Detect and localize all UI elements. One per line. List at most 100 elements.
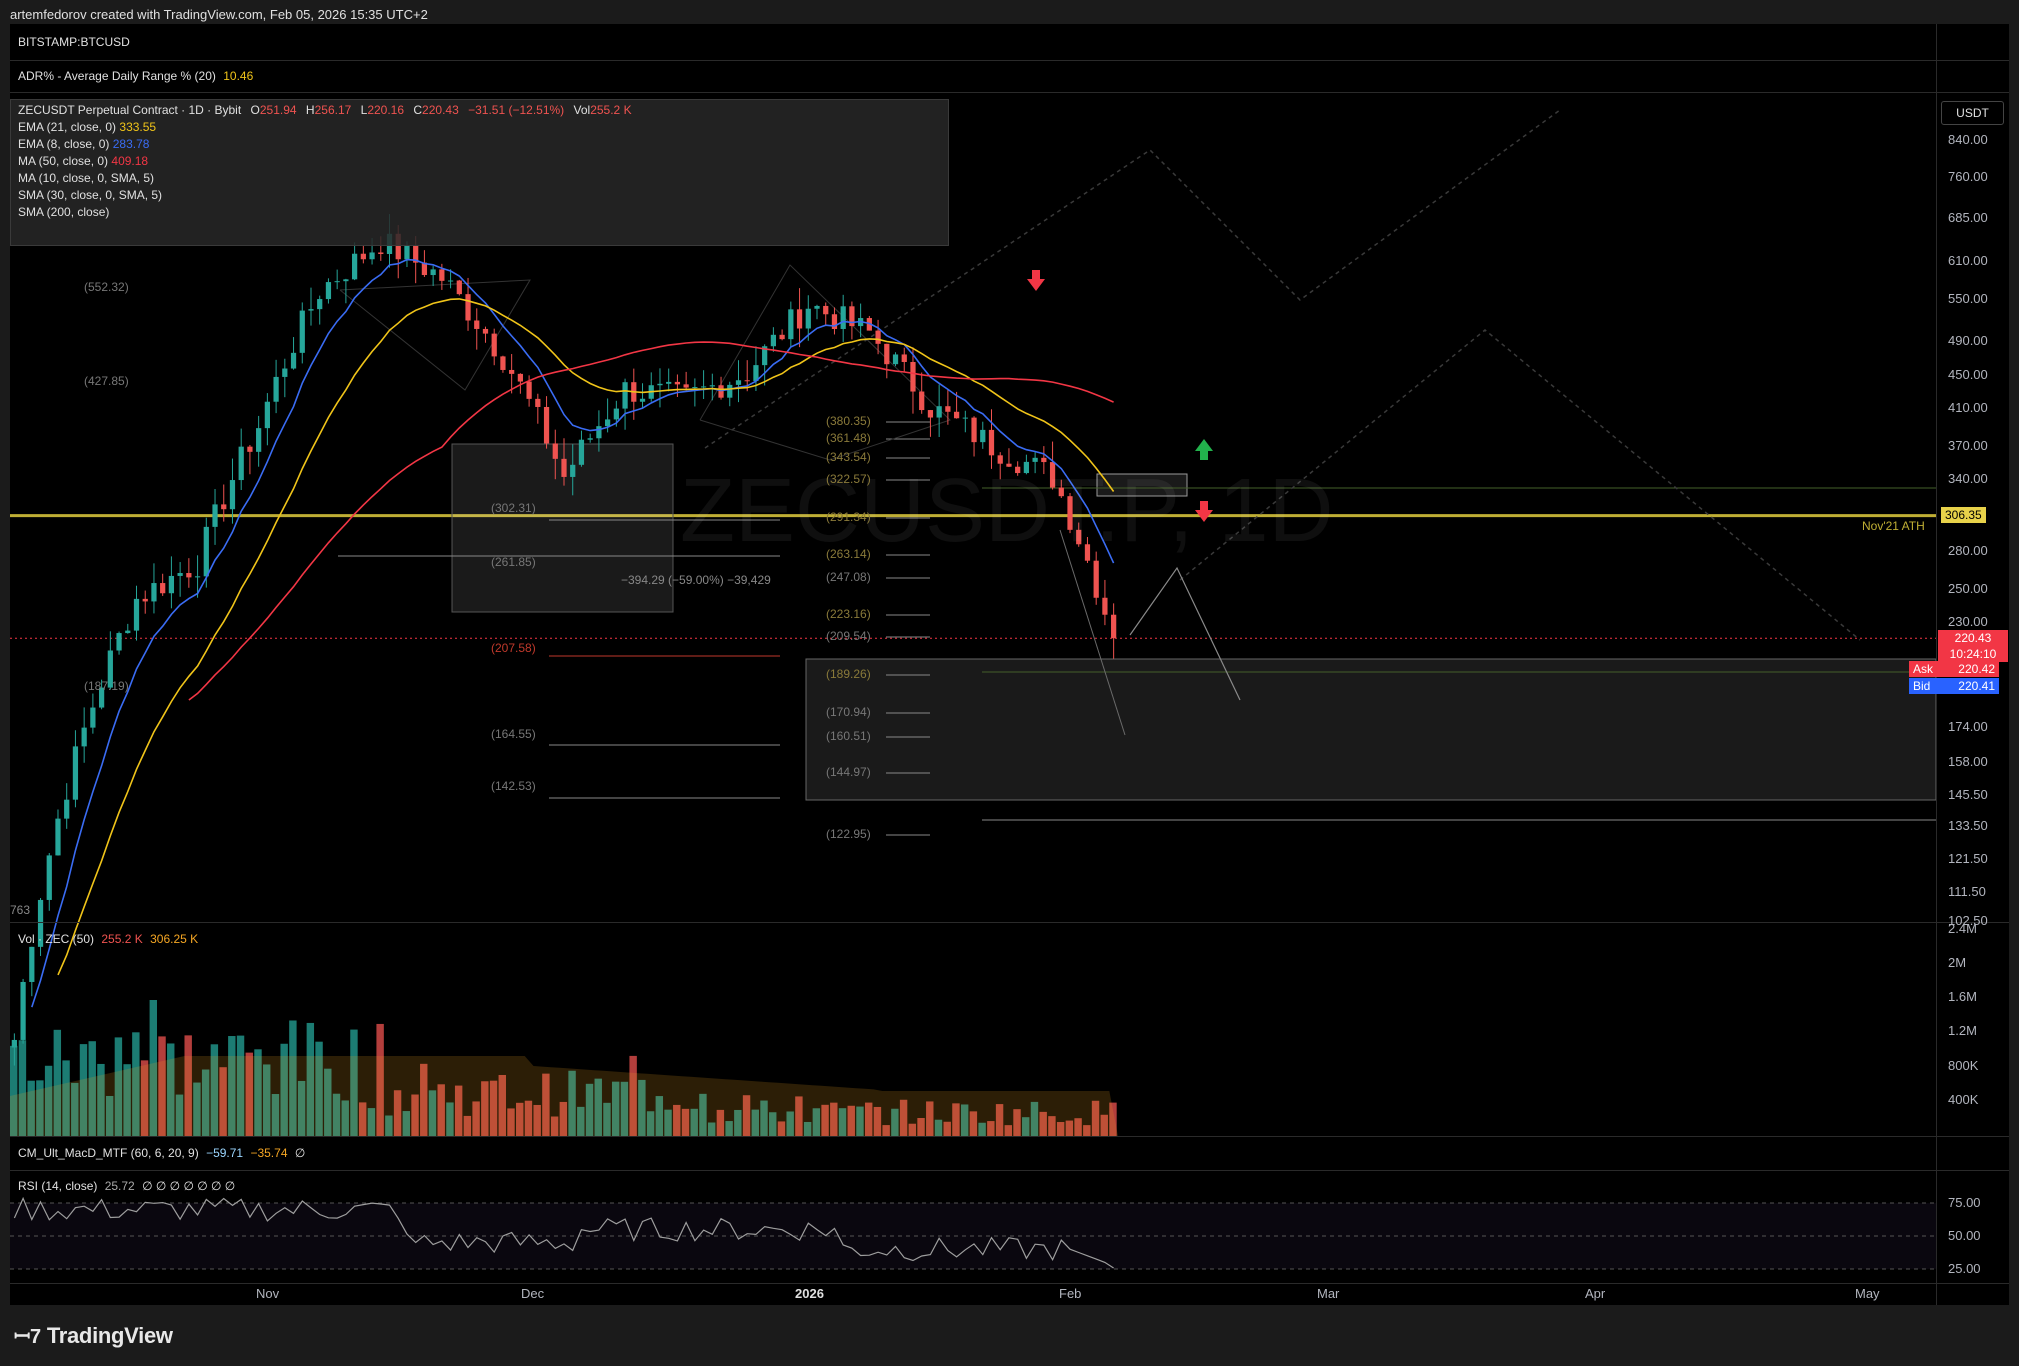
candle-body [823,305,829,315]
volume-legend[interactable]: Vol · ZEC (50) 255.2 K 306.25 K [18,932,198,946]
volume-bar [123,1064,131,1136]
volume-bar [1091,1100,1100,1136]
volume-bar [821,1104,829,1136]
volume-bar [550,1116,559,1136]
volume-bar [228,1036,236,1136]
price-axis-label: 410.00 [1948,400,1988,415]
legend-ma10[interactable]: MA (10, close, 0, SMA, 5) [18,171,155,185]
volume-bar [803,1121,812,1136]
candle-body [980,429,986,443]
volume-bar [62,1060,70,1136]
adr-indicator[interactable]: ADR% - Average Daily Range % (20) 10.46 [18,69,253,83]
volume-bar [812,1108,821,1136]
fib-label: (170.94) [826,705,871,719]
price-axis-label: 158.00 [1948,754,1988,769]
legend-sma200[interactable]: SMA (200, close) [18,205,110,219]
volume-bar [306,1022,315,1136]
top-symbol[interactable]: BITSTAMP:BTCUSD [18,35,130,49]
pane-divider-volume[interactable] [10,922,2009,923]
volume-bar [742,1095,751,1136]
volume-ma-area [10,1056,1118,1136]
candle-body [238,446,244,481]
vol-value: 255.2 K [590,103,632,117]
fib-label: (380.35) [826,414,871,428]
currency-button[interactable]: USDT [1941,101,2004,125]
volume-bar [297,1080,306,1136]
volume-bar [760,1100,768,1136]
ema8-value: 283.78 [112,137,150,151]
candle-body [308,309,314,311]
volume-bar [1074,1118,1082,1136]
rsi-legend[interactable]: RSI (14, close) 25.72 ∅ ∅ ∅ ∅ ∅ ∅ ∅ [18,1179,235,1193]
candle-body [29,946,35,982]
legend-ema21[interactable]: EMA (21, close, 0) 333.55 [18,120,156,134]
candle-body [953,411,960,419]
volume-bar [114,1037,123,1136]
tradingview-logo[interactable]: ꟷ7 TradingView [14,1322,173,1349]
volume-bar [673,1104,681,1136]
candle-body [919,391,925,411]
candle-body [116,633,122,651]
candle-body [229,480,236,510]
candle-body [683,384,689,388]
candle-body [744,380,750,382]
pattern-outline [699,264,951,461]
candle-body [1023,461,1030,474]
fib-label: (207.58) [491,641,536,655]
pane-divider-macd[interactable] [10,1136,2009,1137]
ask-tag[interactable]: Ask 220.42 [1909,661,1999,677]
macd-legend[interactable]: CM_Ult_MacD_MTF (60, 6, 20, 9) −59.71 −3… [18,1146,305,1160]
legend-ma50[interactable]: MA (50, close, 0) 409.18 [18,154,148,168]
volume-bar [664,1109,672,1136]
legend-title: ZECUSDT Perpetual Contract · 1D · Bybit [18,103,242,117]
close-label: C [413,103,423,117]
candle-body [613,408,619,420]
fib-label: (144.97) [826,765,871,779]
volume-bar [507,1108,515,1136]
candle-body [517,373,523,382]
candle-body [1084,544,1091,561]
candle-body [666,381,672,384]
ema8-line [31,258,1115,1008]
pane-divider-time [10,1283,2009,1284]
candle-body [465,294,471,321]
volume-bar [777,1121,786,1136]
candle-body [1067,496,1073,530]
bid-tag[interactable]: Bid 220.41 [1909,678,1999,694]
legend-ema8[interactable]: EMA (8, close, 0) 283.78 [18,137,149,151]
pane-divider-rsi[interactable] [10,1170,2009,1171]
ma50-name: MA (50, close, 0) [18,154,109,168]
volume-bar [516,1102,524,1136]
volume-bar [201,1069,210,1136]
macd-value: −59.71 [206,1146,244,1160]
candle-body [203,526,209,577]
bid-label: Bid [1913,679,1931,693]
volume-bar [332,1093,341,1136]
volume-bar [716,1109,725,1136]
candle-body [1093,560,1099,598]
volume-bar [559,1101,568,1136]
candle-body [1102,597,1108,615]
volume-bar [725,1121,733,1136]
candle-body [605,419,611,427]
candle-body [264,401,270,429]
volume-bar [1013,1109,1021,1136]
candle-body [587,438,593,440]
candle-body [788,309,794,340]
volume-axis-label: 1.6M [1948,989,1977,1004]
fib-label: (427.85) [84,374,129,388]
time-axis-label: May [1855,1286,1880,1301]
volume-bar [1109,1102,1117,1136]
fib-label: (160.51) [826,729,871,743]
volume-bar [71,1082,79,1136]
symbol-watermark: ZECUSDT.P, 1D [680,461,1334,561]
volume-bar [158,1036,166,1136]
legend-sma30[interactable]: SMA (30, close, 0, SMA, 5) [18,188,163,202]
legend-main[interactable]: ZECUSDT Perpetual Contract · 1D · Bybit … [18,103,632,117]
candle-body [805,308,811,329]
volume-bar [1056,1122,1065,1136]
brand-name: TradingView [46,1323,173,1348]
candle-body [212,504,218,527]
volume-bar [533,1104,541,1136]
